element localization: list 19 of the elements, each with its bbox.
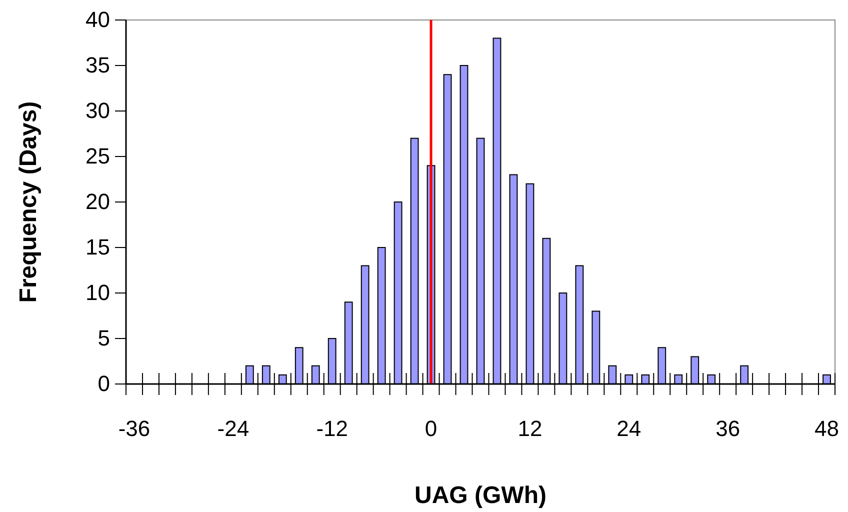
y-tick-label: 5 bbox=[98, 326, 110, 351]
y-tick-label: 10 bbox=[86, 280, 110, 306]
x-tick-label: 36 bbox=[716, 416, 740, 441]
x-tick-label: 48 bbox=[814, 416, 839, 441]
x-tick-label: 0 bbox=[424, 416, 438, 441]
x-tick-label: 24 bbox=[616, 416, 642, 441]
y-tick-label: 20 bbox=[86, 189, 110, 214]
y-tick-label: 30 bbox=[86, 98, 110, 124]
x-tick-label: 12 bbox=[518, 416, 542, 441]
y-tick-label: 15 bbox=[86, 234, 110, 260]
x-tick-label: -12 bbox=[316, 416, 348, 441]
y-axis-title: Frequency (Days) bbox=[15, 101, 42, 303]
x-axis-title: UAG (GWh) bbox=[414, 482, 546, 509]
x-tick-label: -36 bbox=[118, 416, 150, 441]
x-tick-label: -24 bbox=[217, 416, 250, 441]
y-tick-label: 40 bbox=[86, 7, 110, 32]
y-tick-label: 35 bbox=[86, 52, 110, 78]
y-tick-label: 0 bbox=[98, 371, 110, 396]
y-tick-label: 25 bbox=[86, 144, 110, 169]
